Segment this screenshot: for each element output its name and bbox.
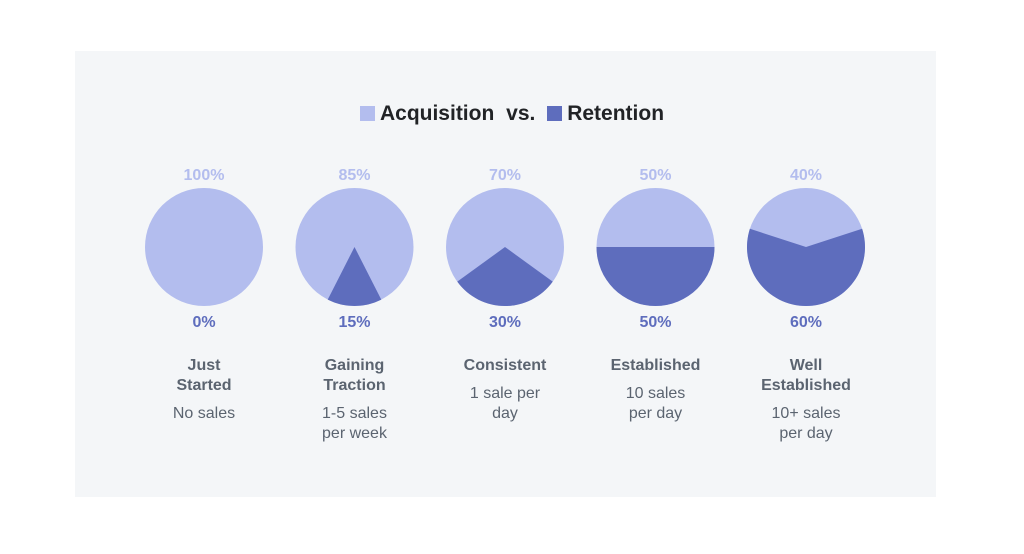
retention-label: 60% [790,314,822,331]
pie-acquisition-slice [145,188,263,306]
legend: Acquisition vs. Retention [0,102,1024,126]
stage-name: Just Started [176,357,232,394]
pie-retention-slice [457,247,553,306]
stage-0: Just Started No sales [129,356,279,424]
acquisition-label: 70% [489,167,521,184]
retention-label: 0% [192,314,215,331]
stage-2: Consistent 1 sale per day [430,356,580,424]
legend-retention: Retention [567,102,665,125]
stage-1: Gaining Traction 1-5 sales per week [280,356,430,444]
pie-retention-slice [327,247,382,306]
legend-vs: vs. [506,102,536,125]
legend-acquisition: Acquisition [379,102,495,125]
stage-3: Established 10 sales per day [581,356,731,424]
retention-label: 15% [338,314,370,331]
acquisition-label: 40% [790,167,822,184]
stage-description: 10 sales per day [625,385,686,422]
stage-name: Well Established [761,357,851,394]
acquisition-label: 100% [184,167,225,184]
stage-name: Consistent [463,357,547,374]
acquisition-label: 85% [338,167,370,184]
stage-description: 1-5 sales per week [322,405,387,442]
stage-description: 10+ sales per day [771,405,841,442]
stage-description: No sales [172,405,236,422]
legend-swatch-acquisition [359,106,375,121]
stage-4: Well Established 10+ sales per day [731,356,881,444]
pie-retention-slice [747,228,865,307]
legend-swatch-retention [547,106,563,121]
stage-name: Established [610,357,701,374]
retention-label: 30% [489,314,521,331]
stage-name: Gaining Traction [323,357,386,394]
retention-label: 50% [639,314,671,331]
pie-retention-slice [596,247,715,306]
acquisition-label: 50% [639,167,671,184]
stage-description: 1 sale per day [469,385,541,422]
